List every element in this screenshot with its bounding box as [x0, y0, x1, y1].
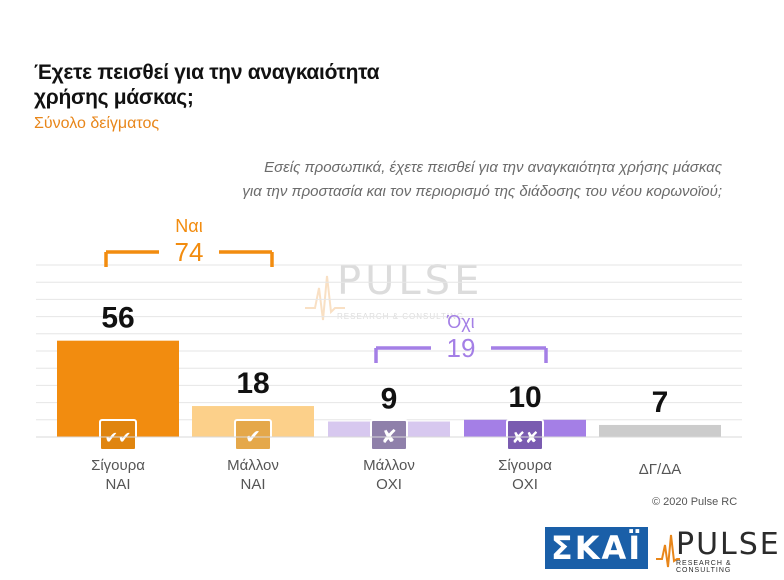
pulse-logo-sub: RESEARCH & CONSULTING [676, 560, 732, 574]
chart-title: Έχετε πεισθεί για την αναγκαιότητα χρήση… [34, 61, 380, 109]
category-label: ΝΑΙ [240, 476, 265, 493]
data-label: 18 [236, 367, 269, 400]
copyright-text: © 2020 Pulse RC [652, 496, 738, 508]
group-label: Ναι [175, 216, 202, 236]
category-label: ΟΧΙ [376, 476, 402, 493]
pulse-wave-icon [305, 275, 345, 321]
watermark-word: PULSE [337, 258, 484, 304]
category-label: ΔΓ/ΔΑ [639, 461, 681, 478]
data-label: 9 [381, 383, 398, 416]
category-label: Μάλλον [363, 457, 415, 474]
survey-question-line-2: για την προστασία και τον περιορισμό της… [242, 183, 722, 200]
check-icon [234, 419, 272, 451]
skai-logo: ΣΚΑΪ [545, 527, 648, 569]
category-label: Μάλλον [227, 457, 279, 474]
double-check-icon [99, 419, 137, 451]
pulse-logo-word: PULSE [676, 527, 781, 562]
cross-icon [370, 419, 408, 451]
data-label: 10 [508, 381, 541, 414]
data-label: 7 [652, 386, 669, 419]
category-label: ΟΧΙ [512, 476, 538, 493]
data-label: 56 [101, 302, 134, 335]
group-total: 19 [447, 333, 476, 363]
double-cross-icon [506, 419, 544, 451]
group-label: Όχι [446, 312, 474, 332]
bar [599, 424, 721, 437]
category-label: Σίγουρα [91, 457, 145, 474]
pulse-logo-wave-icon [656, 534, 680, 568]
pulse-logo: PULSE RESEARCH & CONSULTING [656, 527, 779, 574]
survey-question-line-1: Εσείς προσωπικά, έχετε πεισθεί για την α… [264, 159, 722, 176]
category-label: ΝΑΙ [105, 476, 130, 493]
chart-subtitle: Σύνολο δείγματος [34, 115, 160, 132]
category-label: Σίγουρα [498, 457, 552, 474]
group-total: 74 [175, 237, 204, 267]
survey-question: Εσείς προσωπικά, έχετε πεισθεί για την α… [122, 156, 722, 204]
